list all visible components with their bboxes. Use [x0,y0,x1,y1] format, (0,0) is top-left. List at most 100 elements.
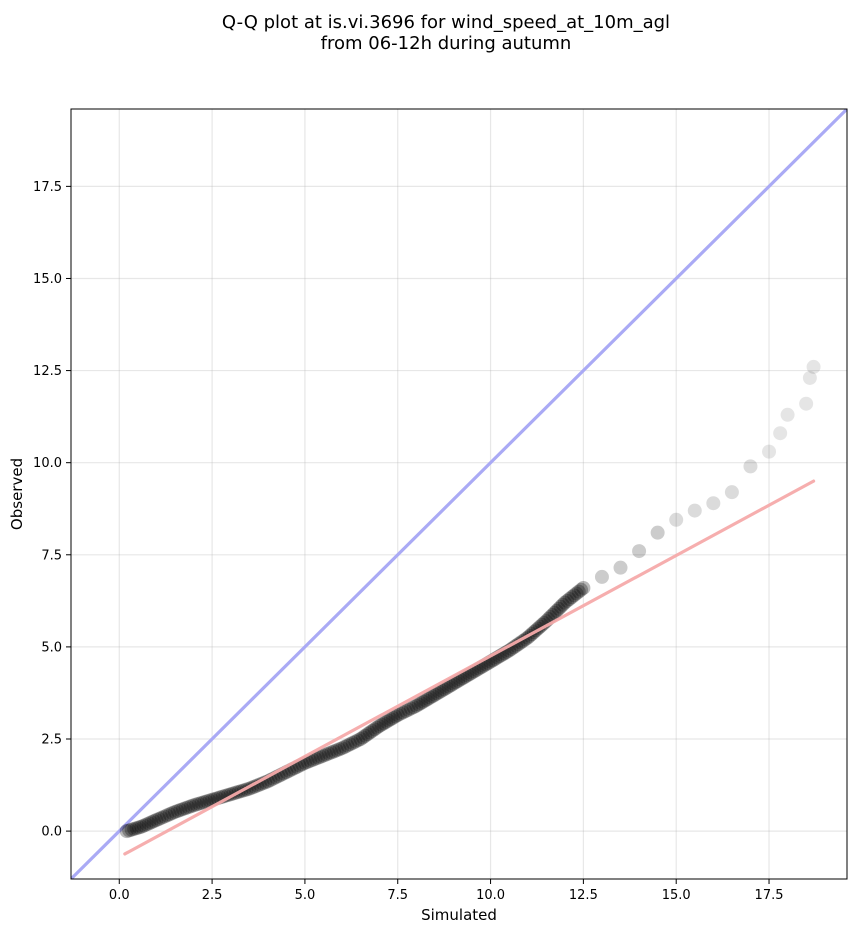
qq-point [547,605,562,620]
qq-point [348,734,363,749]
qq-point [567,588,582,603]
qq-point [406,700,421,715]
chart-title-line-2: from 06-12h during autumn [321,33,572,54]
qq-point [439,680,454,695]
qq-point [194,795,209,810]
qq-point [316,748,331,763]
plot-frame [70,108,848,880]
y-axis-ticks: 0.0 2.5 5.0 7.5 10.0 12.5 15.0 17.5 [33,180,71,840]
qq-point [134,819,149,834]
qq-point [149,813,164,828]
qq-point [367,722,382,737]
qq-point [386,710,401,725]
x-axis-ticks: 0.0 2.5 5.0 7.5 10.0 12.5 15.0 17.5 [109,879,784,903]
qq-point [446,676,461,691]
y-tick-label: 10.0 [33,456,62,471]
qq-point [173,803,188,818]
qq-point [418,693,433,708]
qq-point [360,727,375,742]
qq-point [743,459,758,474]
qq-point [308,751,323,766]
x-axis-label: Simulated [421,906,497,924]
qq-point [806,359,821,374]
qq-point [451,673,466,688]
qq-point [127,821,142,836]
qq-point [381,713,396,728]
qq-point [453,672,468,687]
qq-point [303,753,318,768]
qq-point [706,496,721,511]
grid [71,109,847,879]
qq-point [393,706,408,721]
qq-point [379,714,394,729]
qq-point [202,793,217,808]
qq-point [329,743,344,758]
qq-point [594,569,609,584]
qq-point [437,682,452,697]
qq-point [545,607,560,622]
qq-point [613,560,628,575]
qq-point [372,719,387,734]
qq-point [574,582,589,597]
qq-point [396,705,411,720]
x-tick-label: 17.5 [755,888,784,903]
qq-point [144,815,159,830]
qq-point [434,683,449,698]
qq-point [162,807,177,822]
qq-point [321,746,336,761]
y-tick-label: 5.0 [41,640,62,655]
qq-point [376,716,391,731]
qq-point [139,817,154,832]
qq-point [152,811,167,826]
y-tick-label: 12.5 [33,364,62,379]
qq-point [355,730,370,745]
qq-point [337,739,352,754]
qq-point [444,678,459,693]
qq-point [420,691,435,706]
qq-point [122,823,137,838]
qq-point [362,725,377,740]
chart-title-line-1: Q-Q plot at is.vi.3696 for wind_speed_at… [222,12,670,33]
qq-point [199,794,214,809]
qq-point [430,686,445,701]
qq-point [799,396,814,411]
y-axis-label: Observed [8,458,26,530]
x-tick-label: 7.5 [387,888,408,903]
qq-point [369,720,384,735]
qq-point [311,750,326,765]
qq-point [137,818,152,833]
y-tick-label: 7.5 [41,548,62,563]
qq-point [409,698,424,713]
qq-point [549,603,564,618]
qq-point [411,697,426,712]
qq-point [555,597,570,612]
qq-point [181,800,196,815]
qq-point [425,689,440,704]
qq-point [423,690,438,705]
qq-point [802,370,817,385]
qq-point [553,599,568,614]
qq-point [557,595,572,610]
qq-point [632,544,647,559]
qq-point [165,806,180,821]
qq-point [780,407,795,422]
qq-point [324,745,339,760]
qq-point [335,741,350,756]
qq-point [327,744,342,759]
qq-point [427,687,442,702]
qq-point [390,708,405,723]
qq-point [160,808,175,823]
qq-point [175,802,190,817]
qq-point [189,797,204,812]
qq-point [340,738,355,753]
qq-point [358,728,373,743]
qq-point [669,512,684,527]
qq-point [129,821,144,836]
qq-point [374,717,389,732]
qq-point [551,601,566,616]
qq-point [413,696,428,711]
qq-point [353,732,368,746]
qq-point [448,675,463,690]
